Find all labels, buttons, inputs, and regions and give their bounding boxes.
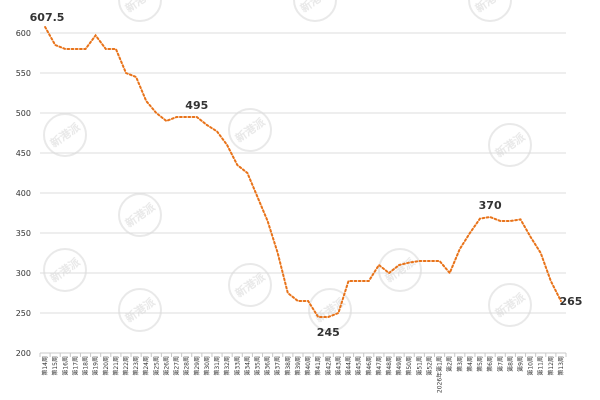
x-tick-label: 第14周 <box>41 356 49 376</box>
y-tick-label: 300 <box>16 269 31 278</box>
data-label: 495 <box>185 99 208 112</box>
x-tick-label: 第19周 <box>92 356 100 376</box>
x-tick-label: 第45周 <box>355 356 363 376</box>
x-tick-label: 第51周 <box>415 356 423 376</box>
x-tick-label: 第4周 <box>466 356 474 372</box>
series-line <box>44 26 562 318</box>
y-tick-label: 350 <box>16 229 31 238</box>
y-tick-label: 200 <box>16 349 31 358</box>
x-tick-label: 第52周 <box>425 356 433 376</box>
x-tick-label: 第8周 <box>506 356 514 372</box>
svg-text:新港派: 新港派 <box>122 294 158 325</box>
gridlines <box>40 32 566 354</box>
svg-text:新港派: 新港派 <box>232 269 268 300</box>
watermark-seal: 新港派 <box>228 263 272 307</box>
x-tick-label: 第36周 <box>264 356 272 376</box>
x-tick-label: 第33周 <box>233 356 241 376</box>
watermark-seal: 新港派 <box>488 283 532 327</box>
x-tick-label: 第44周 <box>345 356 353 376</box>
watermark-seal: 新港派 <box>293 0 337 22</box>
x-tick-label: 第6周 <box>486 356 494 372</box>
x-tick-label: 第47周 <box>375 356 383 376</box>
svg-text:新港派: 新港派 <box>122 0 158 15</box>
y-axis: 200 250 300 350 400 450 500 550 600 <box>16 29 31 358</box>
y-tick-label: 600 <box>16 29 31 38</box>
x-tick-label: 第18周 <box>82 356 90 376</box>
x-tick-label: 第16周 <box>61 356 69 376</box>
x-tick-label: 第3周 <box>456 356 464 372</box>
y-tick-label: 450 <box>16 149 31 158</box>
x-tick-label: 第40周 <box>304 356 312 376</box>
x-tick-label: 第29周 <box>193 356 201 376</box>
watermark-seal: 新港派 <box>43 113 87 157</box>
watermark-seal: 新港派 <box>118 288 162 332</box>
x-tick-label: 第17周 <box>71 356 79 376</box>
x-tick-label: 第23周 <box>132 356 140 376</box>
watermark-seal: 新港派 <box>118 193 162 237</box>
watermark-seal: 新港派 <box>43 248 87 292</box>
x-tick-label: 第43周 <box>334 356 342 376</box>
x-tick-label: 第12周 <box>547 356 555 376</box>
svg-text:新港派: 新港派 <box>382 254 418 285</box>
x-tick-label: 第15周 <box>51 356 59 376</box>
x-tick-label: 第27周 <box>173 356 181 376</box>
data-labels: 607.5 495 245 370 265 <box>30 11 583 339</box>
svg-text:新港派: 新港派 <box>297 0 333 15</box>
x-tick-label: 第26周 <box>162 356 170 376</box>
svg-text:新港派: 新港派 <box>47 254 83 285</box>
x-tick-label: 第21周 <box>112 356 120 376</box>
x-tick-label: 第7周 <box>496 356 504 372</box>
x-tick-label: 第30周 <box>203 356 211 376</box>
svg-text:新港派: 新港派 <box>47 119 83 150</box>
x-tick-label: 第11周 <box>537 356 545 376</box>
x-axis: 第14周 第15周 第16周 第17周 第18周 第19周 第20周 第21周 第22周 第23周… <box>39 353 567 393</box>
data-label: 370 <box>479 199 502 212</box>
watermark-seal: 新港派 <box>468 0 512 22</box>
x-tick-label: 第24周 <box>142 356 150 376</box>
x-tick-label: 第46周 <box>365 356 373 376</box>
x-tick-label: 第2周 <box>446 356 454 372</box>
watermark-seal: 新港派 <box>118 0 162 22</box>
y-tick-label: 250 <box>16 309 31 318</box>
x-tick-label: 第10周 <box>527 356 535 376</box>
x-tick-label: 第41周 <box>314 356 322 376</box>
x-tick-label: 第49周 <box>395 356 403 376</box>
x-tick-label: 第37周 <box>274 356 282 376</box>
svg-text:新港派: 新港派 <box>472 0 508 15</box>
x-tick-label: 第32周 <box>223 356 231 376</box>
x-tick-label: 第28周 <box>183 356 191 376</box>
svg-text:新港派: 新港派 <box>122 199 158 230</box>
data-label: 245 <box>317 326 340 339</box>
svg-text:新港派: 新港派 <box>232 114 268 145</box>
x-tick-label: 第38周 <box>284 356 292 376</box>
x-tick-label: 第39周 <box>294 356 302 376</box>
x-tick-label: 第20周 <box>102 356 110 376</box>
data-label: 265 <box>559 295 582 308</box>
x-tick-label: 第13周 <box>557 356 565 376</box>
x-tick-label: 第9周 <box>516 356 524 372</box>
x-tick-label: 第50周 <box>405 356 413 376</box>
x-tick-label: 第25周 <box>152 356 160 376</box>
y-tick-label: 400 <box>16 189 31 198</box>
x-tick-label: 2026年第1周 <box>436 356 444 393</box>
watermark-seal: 新港派 <box>228 108 272 152</box>
x-tick-label: 第22周 <box>122 356 130 376</box>
svg-text:新港派: 新港派 <box>492 289 528 320</box>
x-tick-label: 第48周 <box>385 356 393 376</box>
x-tick-label: 第31周 <box>213 356 221 376</box>
x-tick-label: 第42周 <box>324 356 332 376</box>
x-tick-label: 第35周 <box>253 356 261 376</box>
y-tick-label: 500 <box>16 109 31 118</box>
svg-text:新港派: 新港派 <box>492 129 528 160</box>
data-label: 607.5 <box>30 11 65 24</box>
x-tick-label: 第34周 <box>243 356 251 376</box>
y-tick-label: 550 <box>16 69 31 78</box>
watermark-seal: 新港派 <box>488 123 532 167</box>
x-tick-label: 第5周 <box>476 356 484 372</box>
